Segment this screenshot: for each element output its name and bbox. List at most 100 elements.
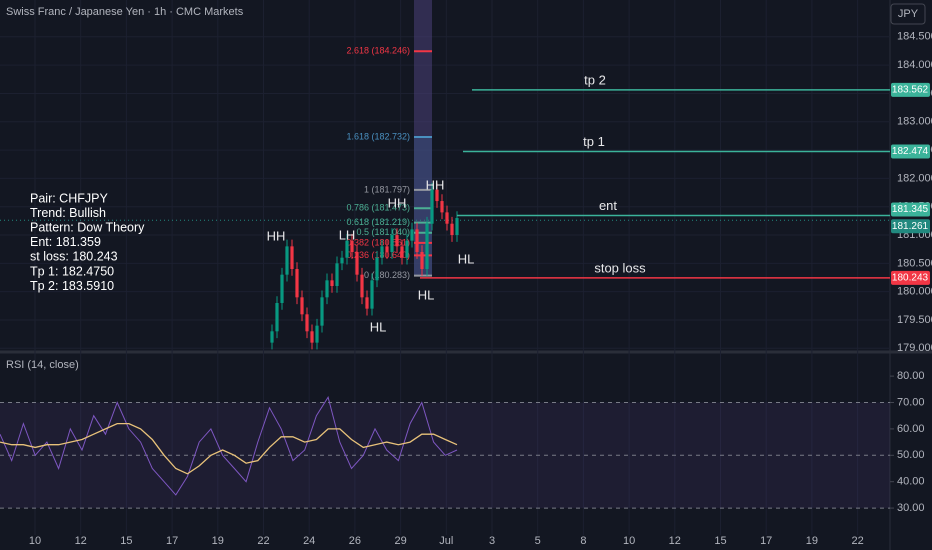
candle-body [455, 218, 459, 236]
y-tick-label: 180.500 [897, 257, 932, 269]
info-line: Pair: CHFJPY [30, 191, 108, 205]
candle-body [300, 297, 304, 315]
rsi-tick-label: 30.00 [897, 502, 925, 514]
fib-label: 0.5 (181.040) [356, 227, 410, 237]
candle-body [425, 223, 429, 270]
x-tick-label: Jul [439, 535, 453, 547]
x-tick-label: 17 [760, 535, 772, 547]
x-tick-label: 22 [257, 535, 269, 547]
candle-body [330, 280, 334, 287]
current-price-tag [891, 219, 930, 234]
candle-body [345, 240, 349, 258]
candle-body [440, 201, 444, 213]
pivot-label: HL [458, 251, 475, 266]
candle-body [360, 274, 364, 298]
candle-body [375, 257, 379, 281]
x-tick-label: 15 [714, 535, 726, 547]
y-tick-label: 179.500 [897, 314, 932, 326]
level-name: stop loss [594, 260, 646, 275]
price-tag [891, 202, 930, 217]
candle-body [415, 229, 419, 253]
x-tick-label: 22 [851, 535, 863, 547]
x-tick-label: 26 [349, 535, 361, 547]
fib-label: 1 (181.797) [364, 184, 410, 194]
price-tag [891, 144, 930, 159]
current-price-label: 181.261 [892, 221, 929, 232]
price-tag-label: 183.562 [892, 85, 929, 96]
chart-title: Swiss Franc / Japanese Yen · 1h · CMC Ma… [6, 6, 244, 18]
candle-body [430, 189, 434, 224]
x-tick-label: 3 [489, 535, 495, 547]
pivot-label: HH [426, 177, 445, 192]
candle-body [295, 269, 299, 298]
x-tick-label: 29 [394, 535, 406, 547]
candle-body [315, 325, 319, 343]
x-tick-label: 12 [75, 535, 87, 547]
rsi-line [0, 422, 458, 475]
info-line: Pattern: Dow Theory [30, 220, 145, 234]
candle-body [390, 235, 394, 253]
candle-body [305, 314, 309, 332]
rsi-tick-label: 60.00 [897, 423, 925, 435]
price-tag [891, 270, 930, 285]
pivot-label: HH [388, 195, 407, 210]
y-tick-label: 184.500 [897, 31, 932, 43]
pivot-label: HL [418, 287, 435, 302]
level-name: tp 2 [584, 72, 606, 87]
candle-body [445, 212, 449, 224]
info-line: Ent: 181.359 [30, 235, 101, 249]
x-tick-label: 19 [806, 535, 818, 547]
candle-body [450, 223, 454, 236]
x-tick-label: 5 [535, 535, 541, 547]
candle-body [380, 246, 384, 258]
candle-body [395, 235, 399, 247]
level-name: ent [599, 198, 617, 213]
y-tick-label: 184.000 [897, 59, 932, 71]
candle-body [355, 252, 359, 275]
candle-body [325, 280, 329, 298]
x-tick-label: 10 [623, 535, 635, 547]
candle-body [370, 280, 374, 309]
grid [0, 0, 890, 535]
y-tick-label: 182.000 [897, 172, 932, 184]
candle-body [320, 297, 324, 326]
level-name: tp 1 [583, 134, 605, 149]
candle-body [335, 263, 339, 287]
candle-body [270, 331, 274, 343]
rsi-title: RSI (14, close) [6, 359, 79, 371]
candle-body [275, 302, 279, 332]
y-tick-label: 180.000 [897, 286, 932, 298]
price-tag-label: 181.345 [892, 204, 929, 215]
x-tick-label: 24 [303, 535, 315, 547]
currency-box[interactable] [890, 3, 926, 25]
candle-body [385, 246, 389, 253]
candle-body [420, 252, 424, 270]
candle-body [435, 189, 439, 202]
rsi-line [0, 395, 458, 496]
candle-body [310, 331, 314, 343]
y-tick-label: 183.000 [897, 116, 932, 128]
pivot-label: LH [339, 227, 356, 242]
fib-label: 2.618 (184.246) [346, 46, 410, 56]
rsi-tick-label: 50.00 [897, 449, 925, 461]
x-tick-label: 19 [212, 535, 224, 547]
price-tag-label: 180.243 [892, 273, 929, 284]
candle-body [340, 257, 344, 264]
pivot-label: HH [267, 228, 286, 243]
x-tick-label: 12 [669, 535, 681, 547]
rsi-tick-label: 40.00 [897, 476, 925, 488]
x-tick-label: 15 [120, 535, 132, 547]
candle-body [410, 229, 414, 241]
candle-body [290, 246, 294, 270]
candle-body [400, 246, 404, 258]
fib-label: 0.618 (181.219) [346, 217, 410, 227]
info-line: Tp 1: 182.4750 [30, 264, 114, 278]
currency[interactable]: JPY [898, 8, 919, 20]
info-line: Tp 2: 183.5910 [30, 279, 114, 293]
info-line: st loss: 180.243 [30, 250, 118, 264]
y-tick-label: 179.000 [897, 342, 932, 354]
x-tick-label: 10 [29, 535, 41, 547]
price-tag-label: 182.474 [892, 146, 929, 157]
candle-body [365, 297, 369, 309]
